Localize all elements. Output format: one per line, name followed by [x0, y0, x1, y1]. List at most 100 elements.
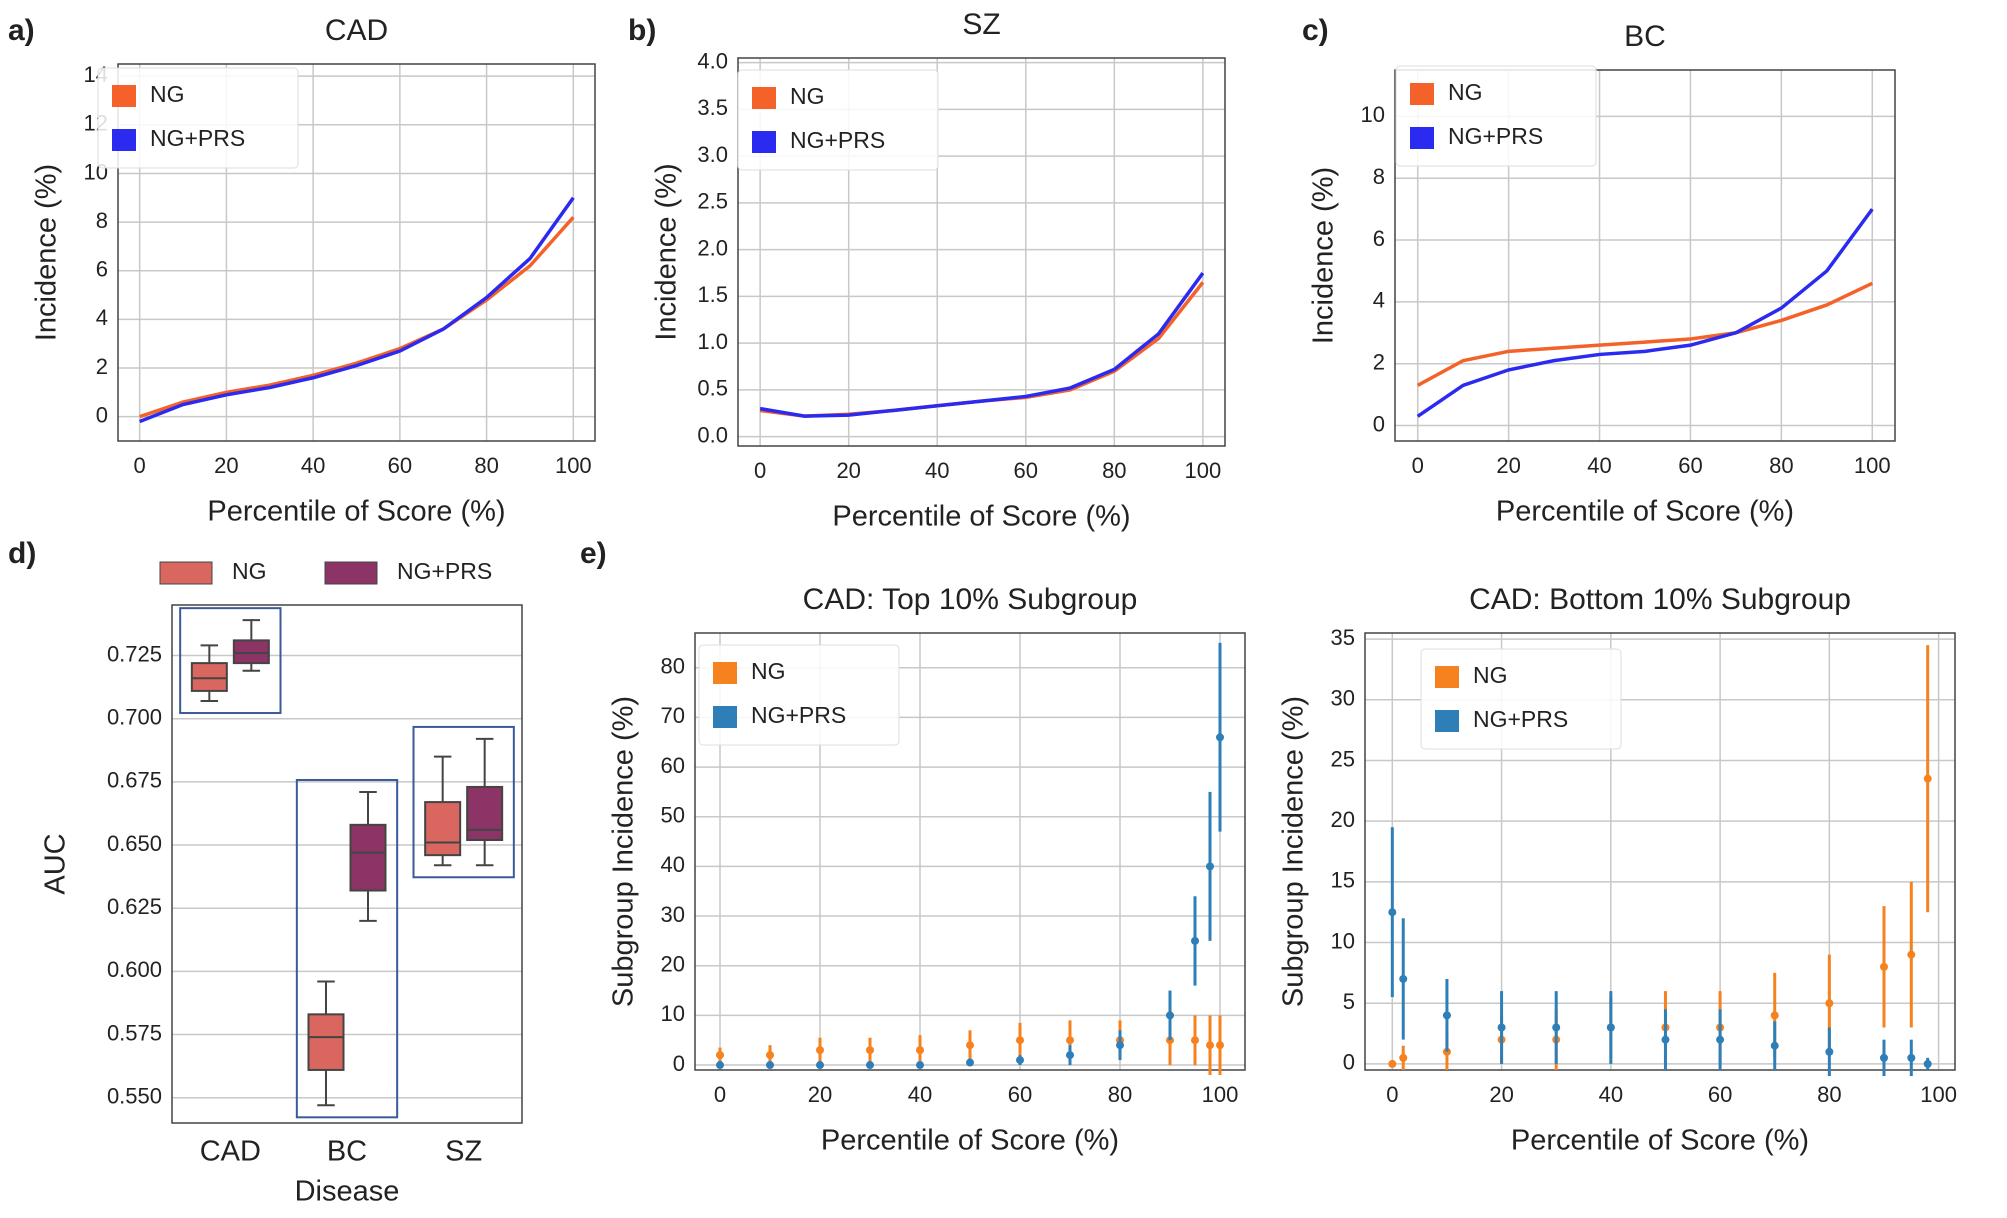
legend-label: NG — [790, 83, 825, 109]
x-tick-label: 60 — [1678, 453, 1702, 478]
point — [916, 1046, 924, 1055]
point — [1606, 1023, 1615, 1032]
y-axis-label: Subgroup Incidence (%) — [1278, 696, 1310, 1007]
x-axis-label: Percentile of Score (%) — [1511, 1125, 1809, 1157]
legend-box — [698, 644, 900, 746]
legend-label: NG+PRS — [751, 702, 846, 728]
point — [1661, 1035, 1670, 1044]
y-tick-label: 2 — [1373, 350, 1385, 375]
y-tick-label: 0.575 — [107, 1020, 162, 1045]
box — [349, 823, 387, 892]
panel-label: a) — [8, 14, 35, 47]
y-axis-label: AUC — [40, 833, 72, 894]
x-tick-label: CAD — [200, 1136, 261, 1168]
y-axis-label: Incidence (%) — [651, 163, 683, 340]
y-tick-label: 2 — [96, 354, 108, 379]
y-tick-label: 6 — [1373, 226, 1385, 251]
point — [1066, 1051, 1074, 1060]
x-tick-label: 80 — [474, 453, 498, 478]
plot-frame — [171, 604, 523, 1124]
legend-box — [737, 69, 939, 171]
y-tick-label: 0.0 — [697, 422, 728, 447]
y-tick-label: 10 — [661, 1001, 685, 1026]
y-tick-label: 40 — [661, 852, 685, 877]
legend-swatch — [1435, 710, 1459, 732]
x-tick-label: 60 — [1708, 1082, 1732, 1107]
y-tick-label: 0.625 — [107, 894, 162, 919]
point — [1552, 1023, 1561, 1032]
point — [1116, 1041, 1124, 1050]
point — [1166, 1011, 1174, 1020]
y-tick-label: 0.650 — [107, 831, 162, 856]
y-tick-label: 0.675 — [107, 768, 162, 793]
y-tick-label: 8 — [1373, 164, 1385, 189]
x-tick-label: 100 — [555, 453, 592, 478]
point — [1907, 1053, 1916, 1062]
legend-label: NG — [1448, 79, 1483, 105]
group-frame — [412, 725, 515, 879]
point — [1206, 1041, 1214, 1050]
x-tick-label: 60 — [1008, 1082, 1032, 1107]
y-tick-label: 3.0 — [697, 142, 728, 167]
x-tick-label: 100 — [1202, 1082, 1239, 1107]
legend-label: NG+PRS — [1473, 706, 1568, 732]
x-axis-label: Percentile of Score (%) — [821, 1125, 1119, 1157]
y-tick-label: 0.600 — [107, 957, 162, 982]
curve — [1416, 281, 1874, 387]
point — [1825, 999, 1834, 1008]
plot-frame — [117, 63, 596, 442]
y-tick-label: 80 — [661, 654, 685, 679]
x-tick-label: 40 — [301, 453, 325, 478]
y-tick-label: 70 — [661, 703, 685, 728]
x-axis-label: Percentile of Score (%) — [207, 496, 505, 528]
y-tick-label: 3.5 — [697, 95, 728, 120]
point — [1442, 1011, 1451, 1020]
y-tick-label: 4 — [1373, 288, 1385, 313]
point — [1191, 936, 1199, 945]
point — [966, 1041, 974, 1050]
x-tick-label: SZ — [445, 1136, 482, 1168]
legend-swatch — [713, 662, 737, 684]
legend-box — [1420, 648, 1622, 750]
legend-swatch — [324, 561, 378, 585]
chart-title: CAD — [325, 14, 388, 47]
y-tick-label: 0 — [673, 1051, 685, 1076]
y-tick-label: 20 — [661, 952, 685, 977]
curve — [139, 196, 575, 424]
plot-frame — [1394, 69, 1896, 442]
legend-box — [97, 67, 299, 169]
point — [1907, 950, 1916, 959]
x-tick-label: 40 — [1587, 453, 1611, 478]
legend-swatch — [752, 131, 776, 153]
x-tick-label: 40 — [925, 458, 949, 483]
y-tick-label: 0 — [1373, 411, 1385, 436]
x-tick-label: 0 — [134, 453, 146, 478]
legend-box — [1395, 65, 1597, 167]
y-tick-label: 6 — [96, 257, 108, 282]
point — [1216, 733, 1224, 742]
x-tick-label: 80 — [1769, 453, 1793, 478]
y-tick-label: 30 — [661, 902, 685, 927]
legend-swatch — [713, 706, 737, 728]
point — [966, 1058, 974, 1067]
x-tick-label: 0 — [1386, 1082, 1398, 1107]
x-tick-label: 40 — [908, 1082, 932, 1107]
point — [916, 1061, 924, 1070]
legend-label: NG — [232, 558, 267, 584]
y-tick-label: 25 — [1331, 746, 1355, 771]
point — [1923, 1059, 1932, 1068]
y-tick-label: 0.700 — [107, 705, 162, 730]
point — [816, 1046, 824, 1055]
legend-swatch — [752, 87, 776, 109]
point — [1497, 1023, 1506, 1032]
x-tick-label: 20 — [836, 458, 860, 483]
chart-title: CAD: Top 10% Subgroup — [803, 583, 1138, 616]
x-tick-label: 20 — [1489, 1082, 1513, 1107]
x-axis-label: Percentile of Score (%) — [1496, 496, 1794, 528]
y-tick-label: 10 — [1361, 102, 1385, 127]
legend-swatch — [112, 129, 136, 151]
point — [1016, 1056, 1024, 1065]
curve — [759, 281, 1205, 418]
y-tick-label: 0 — [96, 402, 108, 427]
